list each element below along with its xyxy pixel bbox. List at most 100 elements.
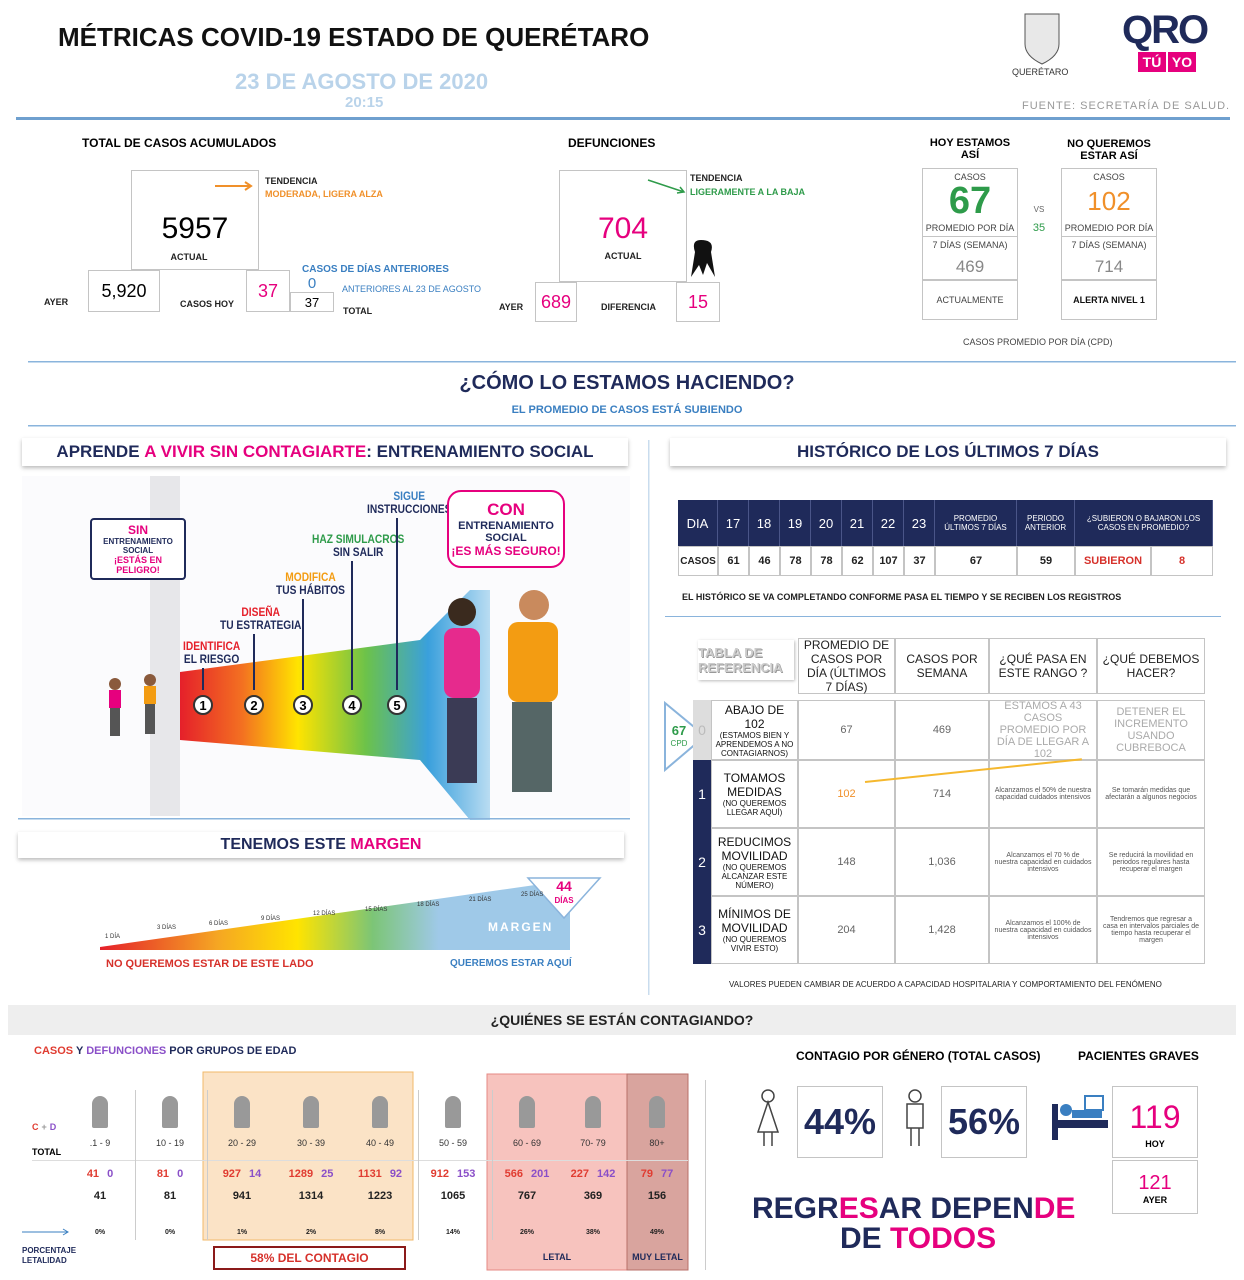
deaths-value: 142 — [597, 1168, 616, 1180]
cases-value: 927 — [222, 1168, 242, 1180]
value: 5957 — [161, 212, 229, 245]
table-cell: 148 — [798, 828, 895, 896]
label: 7 DÍAS (SEMANA) — [1071, 240, 1147, 250]
step-label: SIGUE INSTRUCCIONES — [367, 490, 451, 516]
step-label: IDENTIFICA EL RIESGO — [183, 640, 240, 666]
lethality: 8% — [374, 1228, 386, 1236]
table-header: 20 — [811, 500, 842, 546]
table-cell: 469 — [895, 700, 989, 760]
table-header: CASOS POR SEMANA — [895, 638, 989, 694]
level-name: REDUCIMOS MOVILIDAD (NO QUEREMOS ALCANZAR… — [711, 828, 798, 896]
time: 20:15 — [345, 94, 384, 111]
cd: 927 14 — [208, 1166, 276, 1182]
age-label: 60 - 69 — [512, 1138, 542, 1148]
age-icon — [303, 1096, 319, 1128]
label: CASOS — [954, 172, 986, 182]
step-line: INSTRUCCIONES — [367, 502, 452, 516]
step-number: 3 — [293, 695, 313, 715]
contagio: 58% DEL CONTAGIO — [213, 1246, 406, 1270]
step-number: 1 — [193, 695, 213, 715]
box — [559, 170, 687, 282]
separator — [418, 1090, 419, 1240]
table-cell: 62 — [842, 546, 873, 576]
trend: LIGERAMENTE A LA BAJA — [690, 187, 806, 197]
table-cell: 102 — [798, 760, 895, 828]
step-line: MODIFICA — [285, 570, 336, 584]
step-line: SIGUE — [393, 489, 426, 503]
value: 35 — [1032, 222, 1046, 234]
heading: ¿CÓMO LO ESTAMOS HACIENDO? — [459, 371, 795, 394]
step-line: IDENTIFICA — [183, 639, 241, 653]
table-cell: ESTAMOS A 43 CASOS PROMEDIO POR DÍA DE L… — [989, 700, 1097, 760]
age-icon — [445, 1096, 461, 1128]
lethality: 26% — [519, 1228, 534, 1236]
lethality: 38% — [585, 1228, 600, 1236]
table-cell: DETENER EL INCREMENTO USANDO CUBREBOCA — [1097, 700, 1205, 760]
table-cell: 107 — [873, 546, 904, 576]
cases-value: 1131 — [357, 1168, 382, 1180]
table-header: ¿QUÉ DEBEMOS HACER? — [1097, 638, 1205, 694]
total: 41 — [93, 1190, 107, 1202]
label: TOTAL — [343, 306, 373, 316]
level-sub: (ESTAMOS BIEN Y APRENDEMOS A NO CONTAGIA… — [715, 730, 794, 758]
funnel — [180, 590, 490, 820]
value: 56% — [947, 1101, 1021, 1142]
day-label: 1 DÍA — [105, 934, 121, 940]
deaths-value: 25 — [321, 1168, 334, 1180]
table-corner: TABLA DE REFERENCIA — [698, 640, 794, 680]
title-part: A VIVIR SIN CONTAGIARTE — [144, 442, 367, 461]
table-cell: Se reducirá la movilidad en periodos reg… — [1097, 828, 1205, 896]
lethality: 49% — [649, 1228, 664, 1236]
legend: C + D — [32, 1122, 56, 1132]
cases-value: 566 — [504, 1168, 523, 1180]
note: EL HISTÓRICO SE VA COMPLETANDO CONFORME … — [682, 592, 1122, 602]
value: 469 — [955, 257, 985, 276]
table-header: ¿SUBIERON O BAJARON LOS CASOS EN PROMEDI… — [1075, 500, 1213, 546]
cd: 41 0 — [66, 1166, 134, 1182]
slogan: DE TODOS — [840, 1222, 996, 1256]
level-name: TOMAMOS MEDIDAS (NO QUEREMOS LLEGAR AQUÍ) — [711, 760, 798, 828]
callout-line: ¡ESTÁS EN PELIGRO! — [113, 555, 162, 575]
ribbon — [691, 240, 715, 277]
value: 0 — [307, 274, 317, 292]
slogan-part: AR DEPEN — [878, 1192, 1034, 1225]
label: PROMEDIO POR DÍA — [925, 223, 1015, 233]
rule — [18, 818, 630, 820]
vs: VS — [1033, 204, 1045, 214]
cases-value: 227 — [570, 1168, 589, 1180]
table-cell: 59 — [1017, 546, 1075, 576]
label: 7 DÍAS (SEMANA) — [932, 240, 1008, 250]
value: 37 — [304, 294, 320, 310]
label: MUY LETAL — [632, 1252, 683, 1262]
legend-d: D — [49, 1122, 57, 1132]
title-part: APRENDE — [56, 442, 145, 461]
level-marker — [664, 700, 707, 773]
label: TENDENCIA — [690, 173, 743, 183]
age-label: 20 - 29 — [227, 1138, 257, 1148]
logo-tu: TÚ — [1138, 52, 1166, 72]
logo-yo: YO — [1168, 52, 1196, 72]
lethality: 2% — [305, 1228, 317, 1236]
cd: 912 153 — [419, 1166, 487, 1182]
cd: 79 77 — [623, 1166, 691, 1182]
level-title: MÍNIMOS DE MOVILIDAD — [718, 907, 791, 935]
total: 1314 — [298, 1190, 324, 1202]
margin-wedge — [100, 880, 570, 950]
box — [922, 236, 1018, 280]
label: TENDENCIA — [265, 176, 318, 186]
table-cell: Tendremos que regresar a casa en interva… — [1097, 896, 1205, 964]
step-line: TUS HÁBITOS — [276, 583, 345, 597]
callout: SIN ENTRENAMIENTO SOCIAL ¡ESTÁS EN PELIGRO… — [90, 518, 186, 580]
lethality: 14% — [445, 1228, 460, 1236]
table-cell: 78 — [811, 546, 842, 576]
title: MÉTRICAS COVID-19 ESTADO DE QUERÉTARO — [58, 22, 650, 52]
slogan-part: TODOS — [890, 1222, 997, 1255]
label: PROMEDIO POR DÍA — [1064, 223, 1154, 233]
box — [290, 292, 334, 312]
table-header: 21 — [842, 500, 873, 546]
box — [535, 282, 577, 322]
arrow — [647, 179, 686, 194]
table-cell: 714 — [895, 760, 989, 828]
table-cell: Se tomarán medidas que afectarán a algun… — [1097, 760, 1205, 828]
slogan-part: DE — [840, 1222, 891, 1255]
